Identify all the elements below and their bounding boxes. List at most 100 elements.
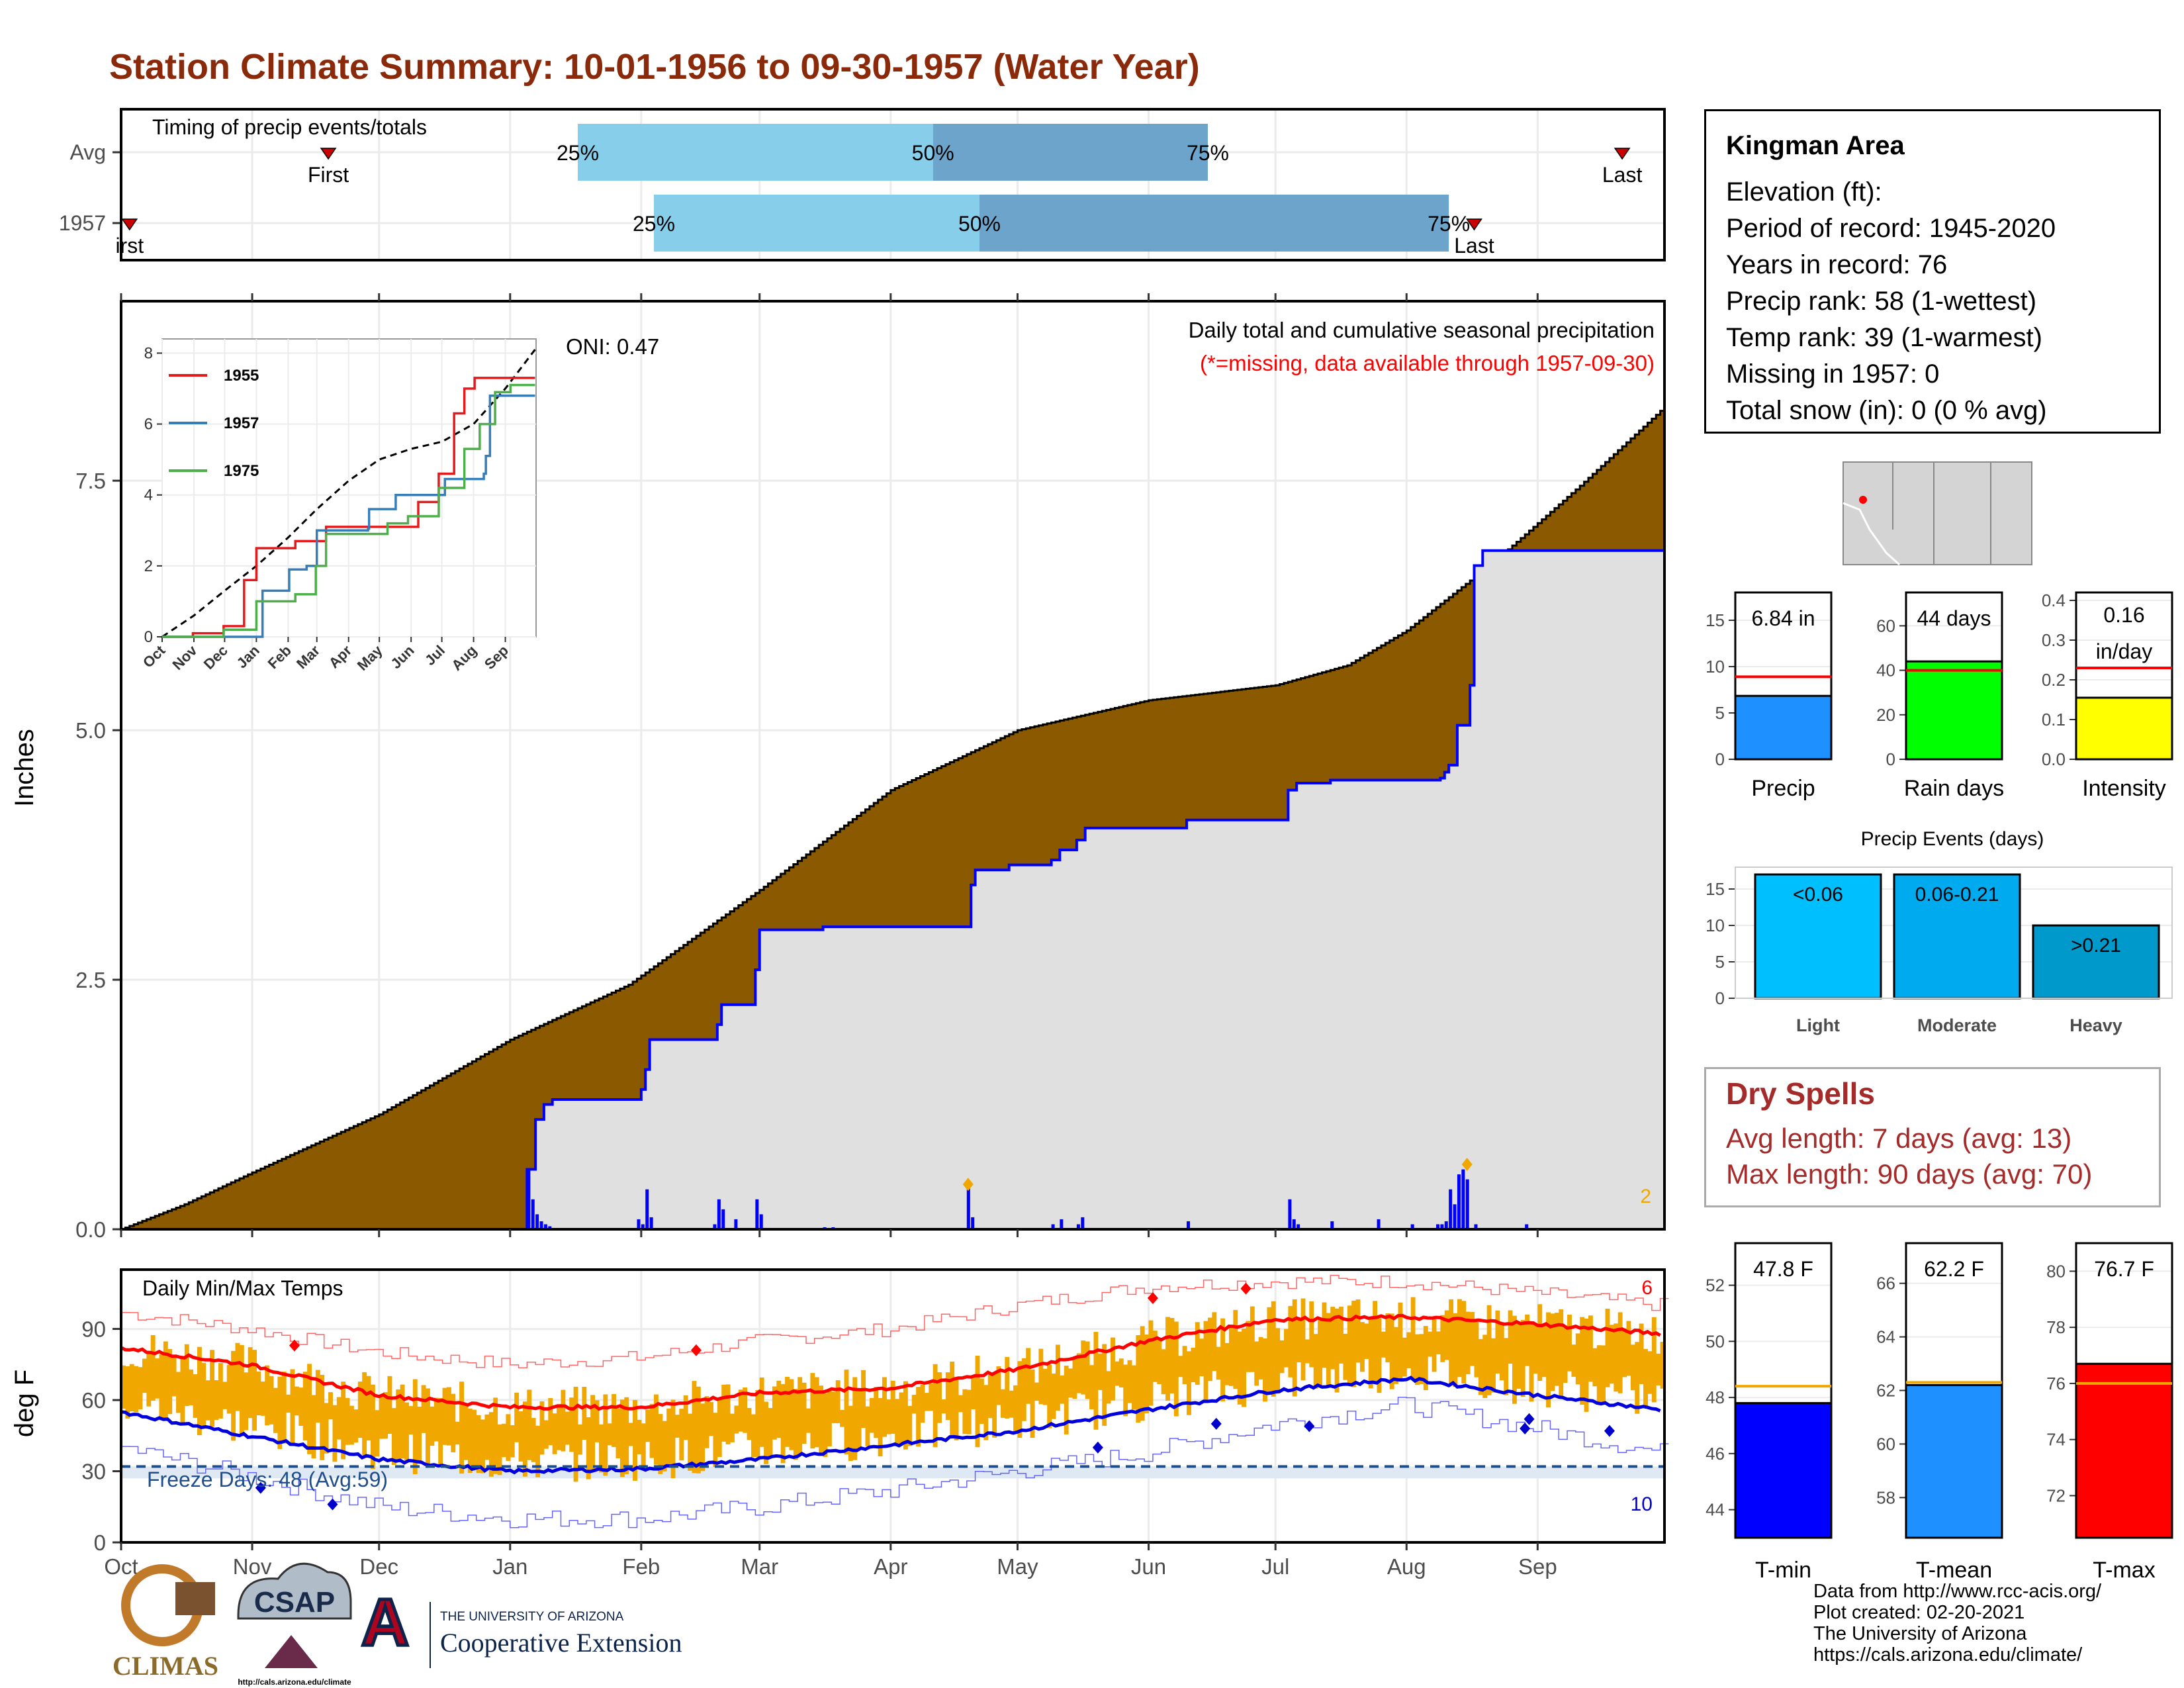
daily-temp-bar	[438, 1398, 443, 1464]
timing-p75-label: 75%	[1187, 141, 1229, 165]
daily-temp-bar	[759, 1377, 764, 1447]
daily-temp-bar	[713, 1413, 718, 1468]
temp-summary-border	[2075, 1242, 2173, 1539]
daily-temp-bar	[649, 1403, 655, 1458]
daily-temp-bar	[176, 1372, 181, 1413]
daily-temp-bar	[569, 1397, 574, 1452]
daily-temp-bar	[543, 1420, 549, 1449]
daily-precip-bar	[1330, 1221, 1334, 1229]
daily-temp-bar	[383, 1392, 388, 1439]
daily-temp-bar	[670, 1399, 676, 1479]
daily-temp-bar	[1605, 1309, 1610, 1387]
daily-temp-bar	[996, 1366, 1001, 1405]
daily-temp-bar	[138, 1367, 143, 1410]
daily-temp-bar	[1512, 1315, 1517, 1404]
daily-temp-bar	[835, 1380, 841, 1423]
daily-precip-bar	[1297, 1224, 1300, 1229]
precip-y-tick-label: 2.5	[75, 968, 106, 992]
daily-precip-bar	[1449, 1189, 1453, 1229]
precip-y-axis-label: Inches	[10, 729, 39, 807]
daily-temp-bar	[971, 1376, 976, 1410]
daily-temp-bar	[375, 1410, 380, 1457]
last-event-marker	[1614, 148, 1631, 160]
daily-temp-bar	[852, 1377, 858, 1460]
daily-temp-bar	[433, 1397, 439, 1442]
daily-precip-bar	[734, 1219, 738, 1229]
timing-p50-label: 50%	[958, 212, 1001, 236]
daily-temp-bar	[430, 1406, 435, 1446]
record-min-line	[121, 1397, 1669, 1528]
csap-url-text: http://cals.arizona.edu/climate	[238, 1677, 351, 1687]
daily-temp-bar	[874, 1387, 879, 1438]
info-line: Missing in 1957: 0	[1726, 359, 1940, 389]
precip-events-tick-label: 10	[1706, 915, 1725, 935]
daily-precip-bar	[1292, 1219, 1296, 1229]
daily-temp-bar	[637, 1419, 642, 1454]
daily-temp-bar	[1220, 1318, 1226, 1401]
daily-temp-bar	[417, 1406, 422, 1462]
daily-temp-bar	[856, 1390, 862, 1448]
daily-precip-bar	[1525, 1224, 1529, 1229]
temp-summary-tick-label: 58	[1876, 1487, 1895, 1507]
daily-temp-bar	[1533, 1325, 1538, 1374]
daily-temp-bar	[1444, 1310, 1449, 1360]
daily-temp-bar	[1246, 1321, 1251, 1372]
daily-precip-bar	[966, 1184, 970, 1229]
daily-temp-bar	[1300, 1298, 1306, 1381]
daily-temp-bar	[1385, 1313, 1390, 1362]
daily-temp-bar	[1267, 1307, 1272, 1393]
daily-temp-bar	[231, 1350, 236, 1441]
daily-temp-bar	[193, 1374, 198, 1418]
daily-temp-bar	[235, 1342, 240, 1411]
temp-y-tick-label: 60	[81, 1388, 106, 1413]
summary-bar-label: Rain days	[1904, 776, 2004, 801]
temp-summary-tick-label: 50	[1706, 1331, 1725, 1351]
daily-temp-bar	[789, 1379, 794, 1450]
inset-legend-label: 1957	[224, 414, 259, 432]
daily-precip-bar	[1410, 1224, 1414, 1229]
daily-temp-bar	[1288, 1305, 1293, 1378]
daily-temp-bar	[189, 1369, 194, 1406]
daily-temp-bar	[1169, 1317, 1175, 1394]
daily-temp-bar	[1440, 1315, 1445, 1362]
record-low-marker	[255, 1481, 266, 1494]
daily-temp-bar	[747, 1407, 752, 1440]
daily-temp-bar	[1525, 1314, 1530, 1366]
daily-temp-bar	[1394, 1327, 1398, 1384]
daily-temp-bar	[797, 1377, 803, 1455]
timing-row-label: Avg	[69, 140, 106, 164]
station-name: Kingman Area	[1726, 131, 1905, 160]
timing-p25-label: 25%	[557, 141, 599, 165]
daily-temp-bar	[1343, 1333, 1348, 1380]
summary-tick-label: 0.4	[2042, 590, 2066, 610]
daily-temp-bar	[320, 1374, 325, 1460]
daily-temp-bar	[776, 1380, 782, 1438]
daily-temp-bar	[679, 1409, 684, 1461]
summary-tick-label: 10	[1706, 657, 1725, 677]
daily-temp-bar	[1275, 1328, 1281, 1394]
timing-panel-label: Timing of precip events/totals	[152, 115, 427, 139]
daily-temp-bar	[734, 1405, 739, 1434]
climas-logo-shape	[175, 1582, 215, 1615]
observed-cumulative-area	[121, 550, 1664, 1229]
daily-temp-bar	[1013, 1385, 1018, 1432]
daily-temp-bar	[201, 1362, 206, 1427]
daily-temp-bar	[1398, 1302, 1403, 1380]
precip-event-value-label: <0.06	[1793, 884, 1843, 906]
daily-temp-bar	[1140, 1326, 1145, 1421]
info-line: Years in record: 76	[1726, 250, 1948, 279]
daily-temp-bar	[1410, 1297, 1416, 1380]
daily-temp-bar	[362, 1372, 367, 1456]
daily-temp-bar	[1596, 1345, 1602, 1405]
daily-temp-bar	[286, 1394, 291, 1413]
daily-temp-bar	[983, 1385, 989, 1440]
daily-temp-bar	[865, 1406, 870, 1446]
temp-summary-tick-label: 48	[1706, 1387, 1725, 1407]
daily-temp-bar	[315, 1370, 320, 1423]
inset-legend-label: 1975	[224, 462, 259, 480]
daily-temp-bar	[451, 1393, 456, 1452]
daily-temp-bar	[349, 1405, 354, 1445]
daily-precip-bar	[1060, 1219, 1064, 1229]
dry-spells-heading: Dry Spells	[1726, 1076, 1875, 1111]
summary-value-label: 0.16	[2103, 603, 2144, 627]
